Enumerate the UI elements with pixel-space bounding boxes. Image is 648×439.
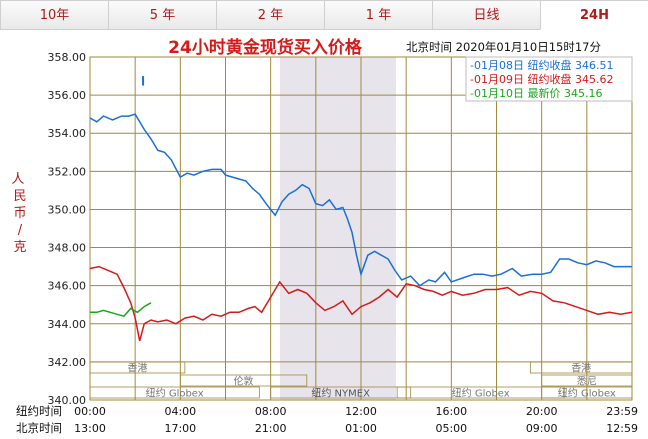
tab-2y[interactable]: 2 年 bbox=[216, 0, 324, 30]
market-label: 香港 bbox=[571, 363, 591, 375]
market-label: 香港 bbox=[127, 363, 147, 375]
x-tick-label: 17:00 bbox=[164, 422, 196, 435]
x-tick-label: 05:00 bbox=[435, 422, 467, 435]
market-bar bbox=[541, 374, 633, 387]
legend-jan09: -01月09日 纽约收盘 345.62 bbox=[470, 72, 613, 86]
chart-title: 24小时黄金现货买入价格 bbox=[168, 37, 363, 58]
market-label: 纽约 Globex bbox=[558, 387, 616, 400]
y-tick-label: 350.00 bbox=[48, 203, 87, 216]
range-tabs: 10年 5 年 2 年 1 年 日线 24H bbox=[0, 0, 648, 31]
tab-5y[interactable]: 5 年 bbox=[108, 0, 216, 30]
x-tick-label: 09:00 bbox=[526, 422, 558, 435]
legend-jan10: -01月10日 最新价 345.16 bbox=[470, 86, 602, 100]
x-tick-label: 04:00 bbox=[164, 405, 196, 418]
x-tick-label: 12:00 bbox=[345, 405, 377, 418]
x-tick-label: 08:00 bbox=[255, 405, 287, 418]
legend-box: -01月08日 纽约收盘 346.51 -01月09日 纽约收盘 345.62 … bbox=[465, 56, 633, 102]
y-tick-label: 354.00 bbox=[48, 127, 87, 140]
tab-10y[interactable]: 10年 bbox=[0, 0, 108, 30]
market-bar bbox=[179, 374, 308, 387]
market-bar bbox=[529, 361, 633, 374]
y-tick-label: 340.00 bbox=[48, 394, 87, 407]
y-tick-label: 358.00 bbox=[48, 51, 87, 64]
tab-24h[interactable]: 24H bbox=[540, 0, 648, 30]
y-tick-label: 346.00 bbox=[48, 280, 87, 293]
tab-daily[interactable]: 日线 bbox=[432, 0, 540, 30]
market-label: 悉尼 bbox=[577, 376, 597, 388]
y-tick-label: 342.00 bbox=[48, 356, 87, 369]
y-axis-label: 人 民币/克 bbox=[11, 172, 28, 255]
tab-1y[interactable]: 1 年 bbox=[324, 0, 432, 30]
x-tick-label: 00:00 bbox=[74, 405, 106, 418]
y-tick-label: 356.00 bbox=[48, 89, 87, 102]
y-tick-label: 348.00 bbox=[48, 242, 87, 255]
plot-frame bbox=[89, 56, 633, 401]
chart-grid bbox=[89, 56, 633, 401]
x-row-label: 纽约时间 bbox=[16, 404, 62, 418]
x-tick-label: 01:00 bbox=[345, 422, 377, 435]
legend-jan08: -01月08日 纽约收盘 346.51 bbox=[470, 58, 613, 72]
x-tick-label: 21:00 bbox=[255, 422, 287, 435]
timestamp-label: 北京时间 2020年01月10日15时17分 bbox=[406, 40, 601, 54]
series-line-01月10日 bbox=[90, 302, 152, 318]
x-tick-label: 23:59 bbox=[606, 405, 638, 418]
price-chart: 358.00 356.00 354.00 352.00 350.00 348.00 346.… bbox=[11, 37, 638, 435]
series-lines bbox=[89, 76, 632, 342]
y-tick-labels: 358.00 356.00 354.00 352.00 350.00 348.00 346.… bbox=[48, 51, 87, 407]
x-tick-label: 20:00 bbox=[526, 405, 558, 418]
y-tick-label: 352.00 bbox=[48, 165, 87, 178]
series-line-01月09日 bbox=[89, 265, 632, 342]
market-label: 纽约 Globex bbox=[452, 387, 510, 400]
market-label: 纽约 NYMEX bbox=[311, 387, 370, 400]
market-bar bbox=[396, 386, 565, 399]
market-bar bbox=[89, 386, 260, 399]
series-line-01月08日 bbox=[89, 113, 632, 287]
x-tick-label: 16:00 bbox=[435, 405, 467, 418]
x-tick-label: 12:59 bbox=[606, 422, 638, 435]
x-axis-rows: 纽约时间 00:00 04:00 08:00 12:00 16:00 20:00 23:59 北… bbox=[16, 404, 638, 435]
x-tick-label: 13:00 bbox=[74, 422, 106, 435]
market-bar bbox=[541, 386, 633, 399]
y-tick-label: 344.00 bbox=[48, 318, 87, 331]
nymex-shade bbox=[280, 57, 396, 400]
market-bar bbox=[270, 386, 412, 399]
market-label: 伦敦 bbox=[234, 375, 254, 388]
market-bar bbox=[89, 361, 186, 374]
market-label: 纽约 Globex bbox=[146, 387, 204, 400]
x-row-label: 北京时间 bbox=[16, 421, 62, 435]
